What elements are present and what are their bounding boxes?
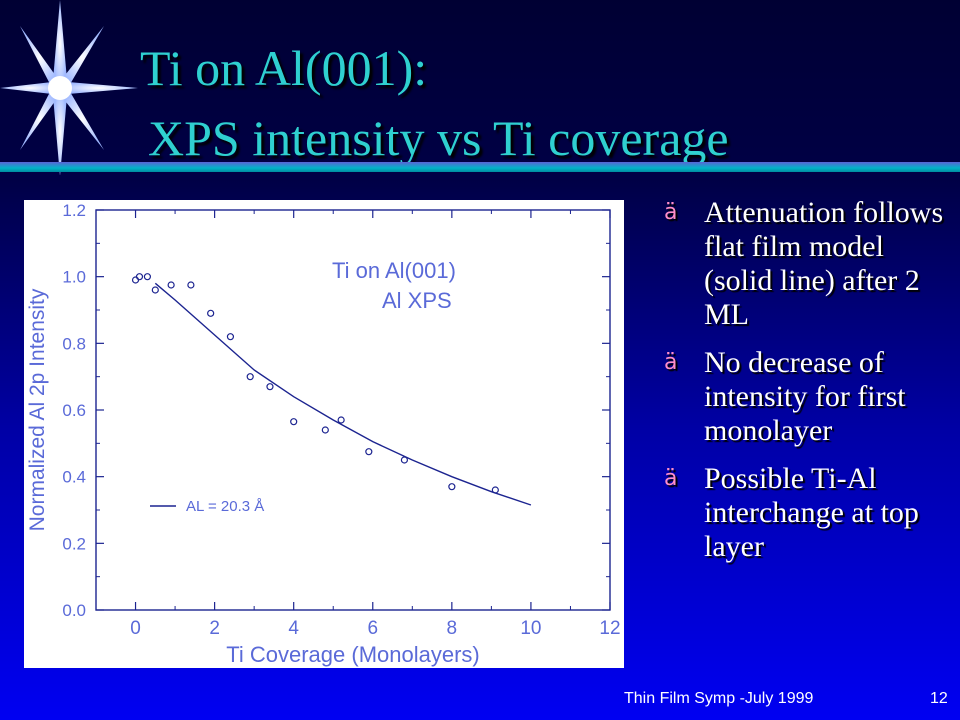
x-tick-label: 8 [447, 618, 458, 639]
data-point [135, 273, 144, 281]
starburst-icon [0, 0, 138, 175]
page-number: 12 [930, 690, 948, 707]
xps-plot: 0 2 4 6 8 10 12 0.0 0.2 0.4 0.6 0.8 1.0 1.2 Ti Covera… [24, 200, 624, 668]
y-tick-label: 0.8 [62, 334, 86, 353]
data-point [337, 416, 345, 424]
data-point [167, 281, 175, 289]
footer-text: Thin Film Symp -July 1999 [624, 690, 814, 707]
bullet-item: ä Attenuation follows flat film model (s… [662, 196, 952, 332]
x-tick-label: 6 [367, 618, 378, 639]
legend-label: AL = 20.3 Å [186, 498, 264, 515]
y-tick-label: 0.0 [62, 601, 86, 620]
bullet-text: Attenuation follows flat film model (sol… [704, 196, 944, 331]
x-tick-label: 0 [130, 618, 141, 639]
xps-plot-svg: 0 2 4 6 8 10 12 0.0 0.2 0.4 0.6 0.8 1.0 1.2 Ti Covera… [26, 201, 621, 667]
x-tick-label: 10 [520, 618, 541, 639]
data-point [151, 286, 159, 294]
data-point [187, 281, 195, 289]
plot-annotation-line: Ti on Al(001) [332, 258, 456, 283]
fit-curve [154, 282, 532, 506]
x-tick-label: 12 [599, 618, 620, 639]
data-point [207, 309, 215, 317]
y-axis-label: Normalized Al 2p Intensity [26, 288, 49, 531]
data-point [143, 273, 152, 281]
bullet-icon: ä [664, 350, 678, 375]
data-point [448, 483, 456, 491]
title-divider [0, 162, 960, 172]
slide-title-line-1: Ti on Al(001): [140, 40, 428, 96]
y-tick-label: 1.0 [62, 268, 86, 287]
bullet-text: No decrease of intensity for first monol… [704, 346, 906, 447]
data-point [226, 333, 235, 341]
bullet-icon: ä [664, 200, 678, 225]
x-tick-label: 2 [209, 618, 220, 639]
bullet-text: Possible Ti-Al interchange at top layer [704, 462, 919, 563]
data-point [246, 373, 254, 381]
data-point [290, 418, 298, 426]
bullet-list: ä Attenuation follows flat film model (s… [662, 196, 952, 578]
x-tick-label: 4 [288, 618, 299, 639]
data-point [131, 276, 140, 284]
bullet-icon: ä [664, 466, 678, 491]
data-point [266, 383, 274, 391]
x-axis-label: Ti Coverage (Monolayers) [226, 642, 480, 667]
slide-title-line-2: XPS intensity vs Ti coverage [148, 110, 729, 166]
bullet-item: ä Possible Ti-Al interchange at top laye… [662, 462, 952, 564]
bullet-item: ä No decrease of intensity for first mon… [662, 346, 952, 448]
y-tick-label: 0.6 [62, 401, 86, 420]
data-point [321, 426, 329, 434]
y-tick-label: 0.4 [62, 468, 86, 487]
data-point [365, 448, 373, 456]
plot-annotation-line: Al XPS [382, 288, 452, 313]
y-tick-label: 1.2 [62, 201, 86, 220]
y-tick-label: 0.2 [62, 534, 86, 553]
